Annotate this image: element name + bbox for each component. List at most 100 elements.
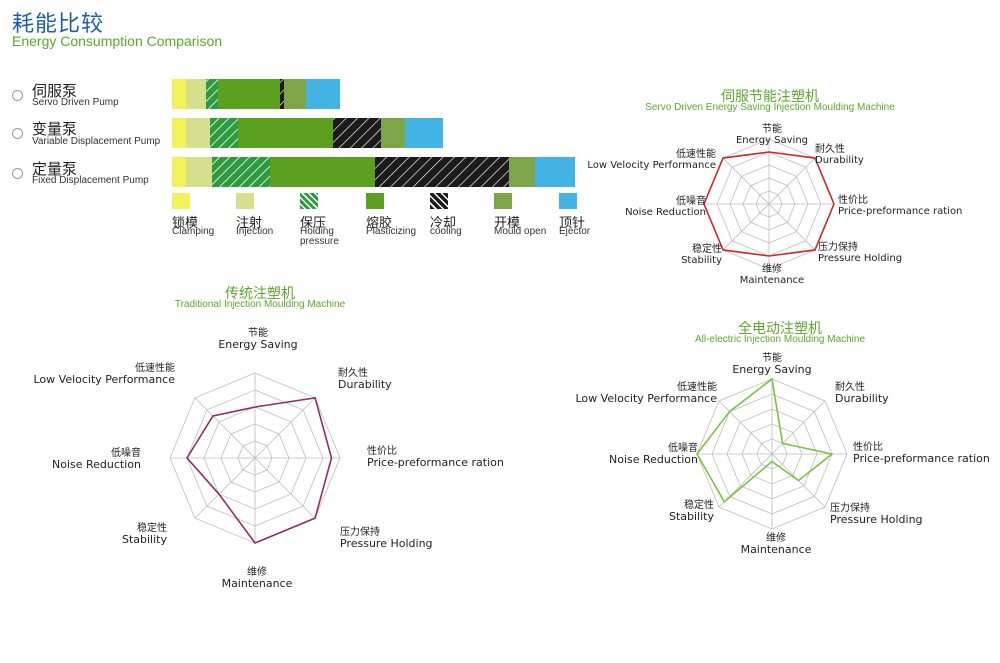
legend-label-en: Holding pressure: [300, 226, 339, 247]
radar-axis-label-en: Pressure Holding: [340, 537, 433, 550]
radar-axis-label-en: Low Velocity Performance: [33, 373, 175, 386]
bar-segment-mould-open-3: [509, 157, 535, 187]
radar-axis-label-en: Energy Saving: [732, 363, 811, 376]
servo-pump-label-en: Servo Driven Pump: [32, 97, 119, 108]
radar-axis-label-cn: 性价比: [838, 193, 868, 206]
radar-spoke: [194, 397, 256, 459]
energy-bar-chart: [172, 79, 575, 187]
radar-axis-label-cn: 低速性能: [676, 147, 716, 160]
radar-axis-label-cn: 节能: [762, 122, 782, 135]
servo-pump-label-cn: 伺服泵: [32, 82, 78, 100]
bar-segment-clamping-3: [172, 157, 186, 187]
bar-segment-holding-pressure-3: [212, 157, 270, 187]
bar-segment-injection-3: [186, 157, 212, 187]
radar-series-line: [703, 151, 835, 257]
radar-axis-label-cn: 维修: [766, 531, 786, 544]
variable-pump-label-cn: 变量泵: [32, 120, 78, 138]
legend-label-en: Mould open: [494, 226, 547, 237]
radar-spoke: [771, 400, 826, 455]
radar-grid: [169, 372, 341, 544]
radar-axis-label-cn: 性价比: [853, 440, 883, 453]
servo-radar-title-en: Servo Driven Energy Saving Injection Mou…: [645, 102, 895, 113]
radar-axis-label-cn: 性价比: [367, 444, 397, 457]
radar-spoke: [722, 157, 770, 205]
legend-label-cn: 保压: [300, 216, 327, 231]
legend-swatch-holding-pressure: [300, 193, 318, 209]
page-title-cn: 耗能比较: [12, 12, 105, 37]
radar-axis-label-cn: 稳定性: [684, 498, 714, 511]
traditional-radar-title-en: Traditional Injection Moulding Machine: [174, 299, 346, 310]
legend-swatch-injection: [236, 193, 254, 209]
radar-spoke: [722, 203, 770, 251]
legend-swatch-plasticizing: [366, 193, 384, 209]
bar-segment-ejector-1: [306, 79, 340, 109]
radar-axis-label-en: Stability: [681, 255, 722, 266]
page-title-en: Energy Consumption Comparison: [12, 33, 223, 49]
legend-label-cn: 锁模: [172, 216, 199, 231]
legend-swatch-clamping: [172, 193, 190, 209]
radar-axis-label-en: Noise Reduction: [52, 458, 141, 471]
variable-pump-dot: [12, 128, 23, 139]
radar-axis-label-cn: 维修: [247, 565, 267, 578]
radar-spoke: [718, 400, 773, 455]
radar-grid: [696, 378, 848, 530]
radar-series-line: [696, 377, 834, 503]
legend-swatch-ejector: [559, 193, 577, 209]
radar-axis-label-en: Pressure Holding: [818, 253, 902, 264]
radar-axis-label-en: Low Velocity Performance: [575, 392, 717, 405]
radar-axis-label-cn: 压力保持: [818, 240, 858, 253]
radar-axis-label-en: Durability: [815, 155, 864, 166]
radar-axis-label-en: Maintenance: [740, 275, 804, 286]
bar-segment-holding-pressure-1: [206, 79, 218, 109]
radar-axis-label-cn: 压力保持: [340, 525, 380, 538]
traditional-radar-title-cn: 传统注塑机: [225, 286, 295, 302]
radar-axis-label-en: Noise Reduction: [609, 453, 698, 466]
radar-series-line: [186, 396, 333, 544]
bar-segment-ejector-2: [405, 118, 443, 148]
servo-radar-title-cn: 伺服节能注塑机: [721, 89, 819, 105]
legend-label-cn: 熔胶: [366, 216, 393, 231]
bar-segment-mould-open-2: [381, 118, 405, 148]
radar-axis-label-en: Maintenance: [222, 577, 293, 590]
radar-axis-label-cn: 低噪音: [668, 441, 698, 454]
radar-axis-label-en: Price-preformance ration: [367, 456, 504, 469]
legend-label-cn: 顶针: [559, 216, 586, 231]
electric-radar-title-en: All-electric Injection Moulding Machine: [694, 334, 866, 345]
radar-axis-label-en: Stability: [122, 533, 168, 546]
radar-axis-label-cn: 耐久性: [835, 380, 865, 393]
radar-axis-label-en: Price-preformance ration: [853, 452, 990, 465]
radar-axis-label-en: Maintenance: [741, 543, 812, 556]
radar-axis-label-en: Stability: [669, 510, 715, 523]
legend-swatch-mould-open: [494, 193, 512, 209]
radar-spoke: [194, 457, 256, 519]
bar-segment-plasticizing-1: [218, 79, 280, 109]
radar-axis-label-cn: 节能: [762, 351, 782, 364]
radar-axis-label-cn: 稳定性: [137, 521, 167, 534]
radar-axis-label-en: Price-preformance ration: [838, 206, 962, 217]
legend-label-en: Plasticizing: [366, 226, 417, 237]
radar-axis-label-en: Durability: [338, 378, 392, 391]
bar-segment-plasticizing-3: [270, 157, 375, 187]
fixed-pump-dot: [12, 168, 23, 179]
radar-spoke: [254, 397, 316, 459]
bar-segment-injection-2: [186, 118, 210, 148]
legend-label-en: Injection: [236, 226, 274, 237]
fixed-pump-label-cn: 定量泵: [32, 160, 78, 178]
bar-segment-mould-open-1: [284, 79, 306, 109]
radar-spoke: [254, 457, 316, 519]
radar-axis-label-en: Energy Saving: [218, 338, 297, 351]
legend-label-cn: 注射: [236, 216, 263, 231]
radar-spoke: [768, 203, 816, 251]
bar-segment-cooling-3: [375, 157, 509, 187]
legend-label-en: Clamping: [172, 226, 215, 237]
bar-segment-holding-pressure-2: [210, 118, 238, 148]
radar-axis-label-cn: 低速性能: [677, 380, 717, 393]
radar-axis-label-cn: 低噪音: [676, 194, 706, 207]
bar-segment-plasticizing-2: [238, 118, 333, 148]
bar-segment-clamping-2: [172, 118, 186, 148]
radar-axis-label-en: Low Velocity Performance: [587, 160, 716, 171]
legend-label-en: cooling: [430, 226, 462, 237]
